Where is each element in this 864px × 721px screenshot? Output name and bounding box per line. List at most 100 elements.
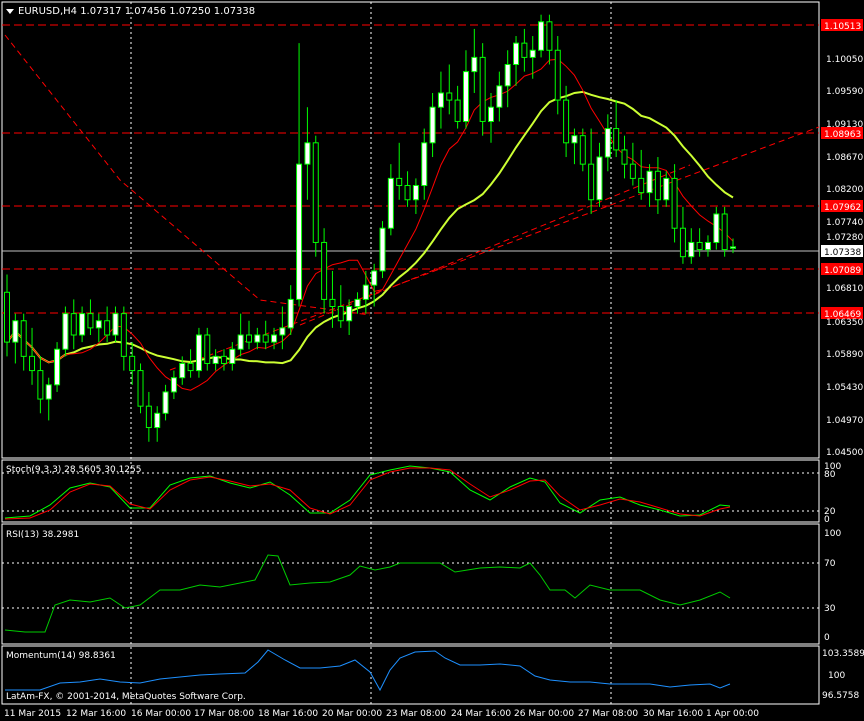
triangle-down-icon[interactable] [6,9,14,14]
candle-body [429,106,436,144]
horizontal-levels [2,24,819,314]
candle-body [387,177,394,229]
candle-body [730,246,736,249]
candle-body [663,177,670,201]
candle-body [187,362,194,372]
price-tick: 1.06810 [826,284,863,294]
stoch-panel-frame [1,459,820,523]
candle-body [437,92,444,108]
rsi-tick: 100 [824,529,841,539]
candle-body [195,334,202,372]
price-tick: 1.05890 [826,350,863,360]
candle-body [688,241,695,258]
level-label: 1.10513 [824,22,861,32]
fast-ma-line [6,58,734,391]
candle-body [112,313,119,336]
candle-body [120,313,127,357]
candle-body [362,284,369,300]
candle-body [346,306,353,322]
candle-body [62,313,69,350]
candle-body [588,163,595,201]
candle-body [287,298,294,329]
candle-body [87,313,94,329]
price-tick: 1.08670 [826,153,863,163]
slow-ma-line [6,90,734,365]
level-label: 1.08963 [824,130,861,140]
candle-body [546,21,553,51]
candle-body [296,163,303,300]
momentum-tick: 103.3589 [822,649,864,659]
symbol-label: EURUSD,H4 1.07317 1.07456 1.07250 1.0733… [18,6,255,17]
time-tick: 20 Mar 00:00 [322,709,382,719]
candle-body [337,306,344,322]
indicator-levels [2,472,819,609]
candle-body [329,298,336,308]
candle-body [79,313,86,336]
candle-body [45,384,52,400]
stoch-tick: 20 [824,507,836,517]
slow-moving-average [6,90,734,365]
candle-body [721,213,728,251]
candles [4,14,736,442]
copyright-label: LatAm-FX, © 2001-2014, MetaQuotes Softwa… [6,692,246,702]
current-price-label: 1.07338 [824,248,861,258]
candle-body [12,320,19,343]
candle-body [454,99,461,122]
level-label: 1.07089 [824,266,861,276]
time-tick: 1 Apr 00:00 [706,709,759,719]
rsi-panel-frame [1,523,820,645]
candle-body [321,241,328,300]
candle-body [129,355,136,372]
rsi-tick: 70 [824,559,836,569]
level-label: 1.07962 [824,203,861,213]
momentum-label: Momentum(14) 98.8361 [6,651,116,661]
time-tick: 23 Mar 08:00 [386,709,446,719]
stoch-signal-line [4,467,731,520]
price-tick: 1.07740 [826,218,863,228]
price-tick: 1.09590 [826,87,863,97]
candle-body [145,405,152,429]
candle-body [29,355,36,372]
time-axis: 11 Mar 2015 12 Mar 16:00 16 Mar 00:00 17… [4,709,759,719]
candle-body [371,270,378,286]
candle-body [538,21,545,51]
candle-body [54,348,61,386]
price-tick: 1.09130 [826,120,863,130]
stoch-tick: 100 [824,462,841,472]
candle-body [396,177,403,187]
candle-body [613,128,620,151]
candle-body [563,99,570,144]
candle-body [604,128,611,158]
rsi-line [4,554,731,633]
candle-body [488,106,494,122]
candle-body [671,177,678,229]
candle-body [104,320,111,336]
candle-body [271,334,278,343]
candle-body [354,298,361,308]
candle-body [554,49,561,101]
candle-body [421,142,428,187]
candle-body [529,49,536,58]
price-tick: 1.06350 [826,318,863,328]
candle-body [95,320,102,329]
time-tick: 27 Mar 08:00 [578,709,638,719]
rsi-tick: 30 [824,604,836,614]
candle-body [696,241,703,251]
candle-body [462,71,469,122]
candle-body [471,56,478,73]
indicator-ticks: 100 80 20 0 100 70 30 0 103.3589 100 96.… [822,462,864,701]
candle-body [279,327,286,336]
candle-body [304,142,311,165]
price-tick: 1.10050 [826,55,863,65]
price-tick: 1.08200 [826,185,863,195]
level-label: 1.06469 [824,310,861,320]
candle-body [212,355,219,364]
candle-body [596,156,603,201]
time-tick: 30 Mar 16:00 [643,709,703,719]
candle-body [246,334,252,343]
rsi-label: RSI(13) 38.2981 [6,530,79,540]
candle-body [579,135,586,165]
candle-body [262,334,269,343]
candle-body [412,185,419,201]
